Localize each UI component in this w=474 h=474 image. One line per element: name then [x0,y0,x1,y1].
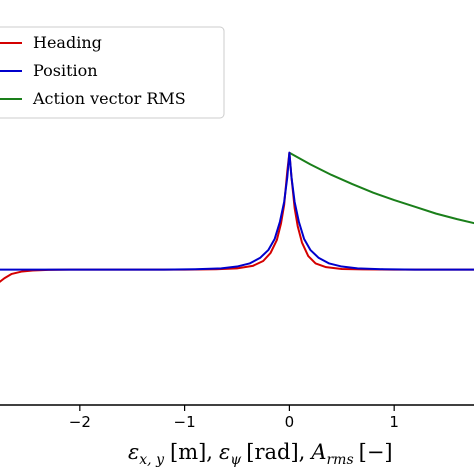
x-label-sub-3: rms [326,452,353,468]
x-tick-label: −1 [174,413,196,431]
x-label-unit-2: [rad], [246,440,305,464]
x-tick-label: 1 [389,413,399,431]
x-label-epsilon-1: ε [128,440,139,464]
x-label-epsilon-2: ε [219,440,230,464]
x-tick-label: −2 [69,413,91,431]
x-label-unit-1: [m], [170,440,213,464]
legend-label-heading: Heading [33,33,102,52]
legend: Heading Position Action vector RMS [0,26,225,119]
legend-box [0,26,225,119]
series-line-position [0,151,474,271]
x-axis-label: εx, y [m], εψ [rad], Arms [−] [128,440,393,468]
legend-label-position: Position [33,61,98,80]
x-tick-label: 0 [285,413,295,431]
x-label-sub-1: x, y [139,452,165,468]
x-label-a: A [309,440,326,464]
series-line-action-rms [288,151,474,225]
series-line-heading [0,151,474,283]
x-tick-layer: −2 −1 0 1 [69,405,399,431]
series-layer [0,151,474,283]
x-label-unit-3: [−] [359,440,393,464]
legend-label-action-rms: Action vector RMS [32,89,186,108]
x-label-sub-2: ψ [230,452,242,468]
